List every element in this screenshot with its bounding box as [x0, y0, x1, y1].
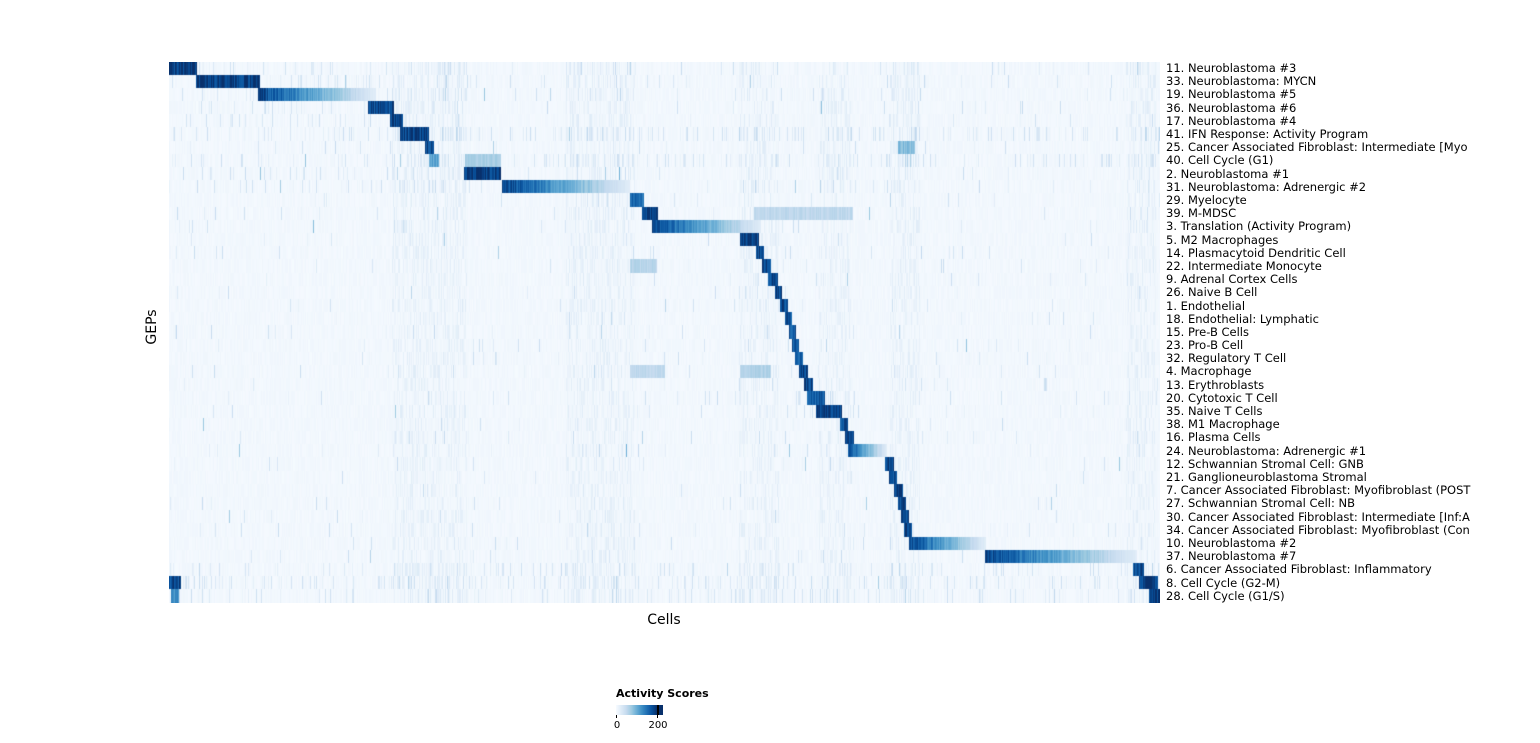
gep-label: 26. Naive B Cell	[1166, 285, 1258, 300]
gep-label: 15. Pre-B Cells	[1166, 324, 1249, 339]
gep-label: 6. Cancer Associated Fibroblast: Inflamm…	[1166, 562, 1432, 577]
x-axis-label: Cells	[647, 612, 681, 628]
gep-label: 11. Neuroblastoma #3	[1166, 62, 1297, 75]
gep-label: 19. Neuroblastoma #5	[1166, 87, 1297, 102]
gep-label: 32. Regulatory T Cell	[1166, 351, 1287, 366]
gep-label: 4. Macrophage	[1166, 364, 1252, 379]
gep-label: 7. Cancer Associated Fibroblast: Myofibr…	[1166, 483, 1471, 498]
gep-label: 8. Cell Cycle (G2-M)	[1166, 575, 1281, 590]
gep-label: 1. Endothelial	[1166, 298, 1246, 313]
gep-label: 25. Cancer Associated Fibroblast: Interm…	[1166, 140, 1468, 155]
gep-label: 28. Cell Cycle (G1/S)	[1166, 588, 1285, 603]
gep-label: 17. Neuroblastoma #4	[1166, 113, 1297, 128]
gep-label: 37. Neuroblastoma #7	[1166, 549, 1297, 564]
legend-max-label: 200	[648, 720, 668, 731]
gep-label: 3. Translation (Activity Program)	[1166, 219, 1352, 234]
colorbar-max-tick	[656, 705, 659, 715]
gep-label: 22. Intermediate Monocyte	[1166, 258, 1322, 273]
gep-label: 21. Ganglioneuroblastoma Stromal	[1166, 470, 1367, 485]
gep-label: 27. Schwannian Stromal Cell: NB	[1166, 496, 1356, 511]
legend-min-label: 0	[613, 720, 621, 731]
gep-label: 18. Endothelial: Lymphatic	[1166, 311, 1319, 326]
gep-label: 13. Erythroblasts	[1166, 377, 1265, 392]
gep-label: 20. Cytotoxic T Cell	[1166, 390, 1278, 405]
gep-label: 33. Neuroblastoma: MYCN	[1166, 74, 1317, 89]
colorbar-ticks	[616, 715, 663, 718]
gep-label: 39. M-MDSC	[1166, 206, 1237, 221]
gep-label: 9. Adrenal Cortex Cells	[1166, 272, 1298, 287]
gep-label: 38. M1 Macrophage	[1166, 417, 1280, 432]
colorbar-min-tick-line	[616, 715, 617, 718]
gep-label: 12. Schwannian Stromal Cell: GNB	[1166, 456, 1364, 471]
gep-label: 36. Neuroblastoma #6	[1166, 100, 1297, 115]
colorbar-max-tick-line	[657, 715, 658, 718]
gep-label: 24. Neuroblastoma: Adrenergic #1	[1166, 443, 1367, 458]
gep-label: 30. Cancer Associated Fibroblast: Interm…	[1166, 509, 1470, 524]
colorbar-tick-labels: 0 200	[613, 720, 676, 732]
colorbar-legend: Activity Scores 0 200	[613, 687, 736, 732]
gep-label: 41. IFN Response: Activity Program	[1166, 126, 1369, 141]
legend-title: Activity Scores	[616, 687, 709, 700]
gep-label: 2. Neuroblastoma #1	[1166, 166, 1290, 181]
y-axis-label: GEPs	[144, 309, 160, 345]
gep-label: 14. Plasmacytoid Dendritic Cell	[1166, 245, 1346, 260]
colorbar-gradient	[616, 705, 663, 715]
gep-label: 40. Cell Cycle (G1)	[1166, 153, 1274, 168]
heatmap-canvas	[169, 62, 1160, 603]
gep-label: 23. Pro-B Cell	[1166, 338, 1244, 353]
gep-label: 29. Myelocyte	[1166, 192, 1247, 207]
gep-label: 31. Neuroblastoma: Adrenergic #2	[1166, 179, 1367, 194]
gep-label: 35. Naive T Cells	[1166, 404, 1263, 419]
gep-label: 10. Neuroblastoma #2	[1166, 536, 1297, 551]
gep-row-labels: 11. Neuroblastoma #3 33. Neuroblastoma: M…	[1166, 62, 1540, 603]
gep-label: 34. Cancer Associated Fibroblast: Myofib…	[1166, 522, 1470, 537]
gep-label: 5. M2 Macrophages	[1166, 232, 1279, 247]
gep-label: 16. Plasma Cells	[1166, 430, 1261, 445]
